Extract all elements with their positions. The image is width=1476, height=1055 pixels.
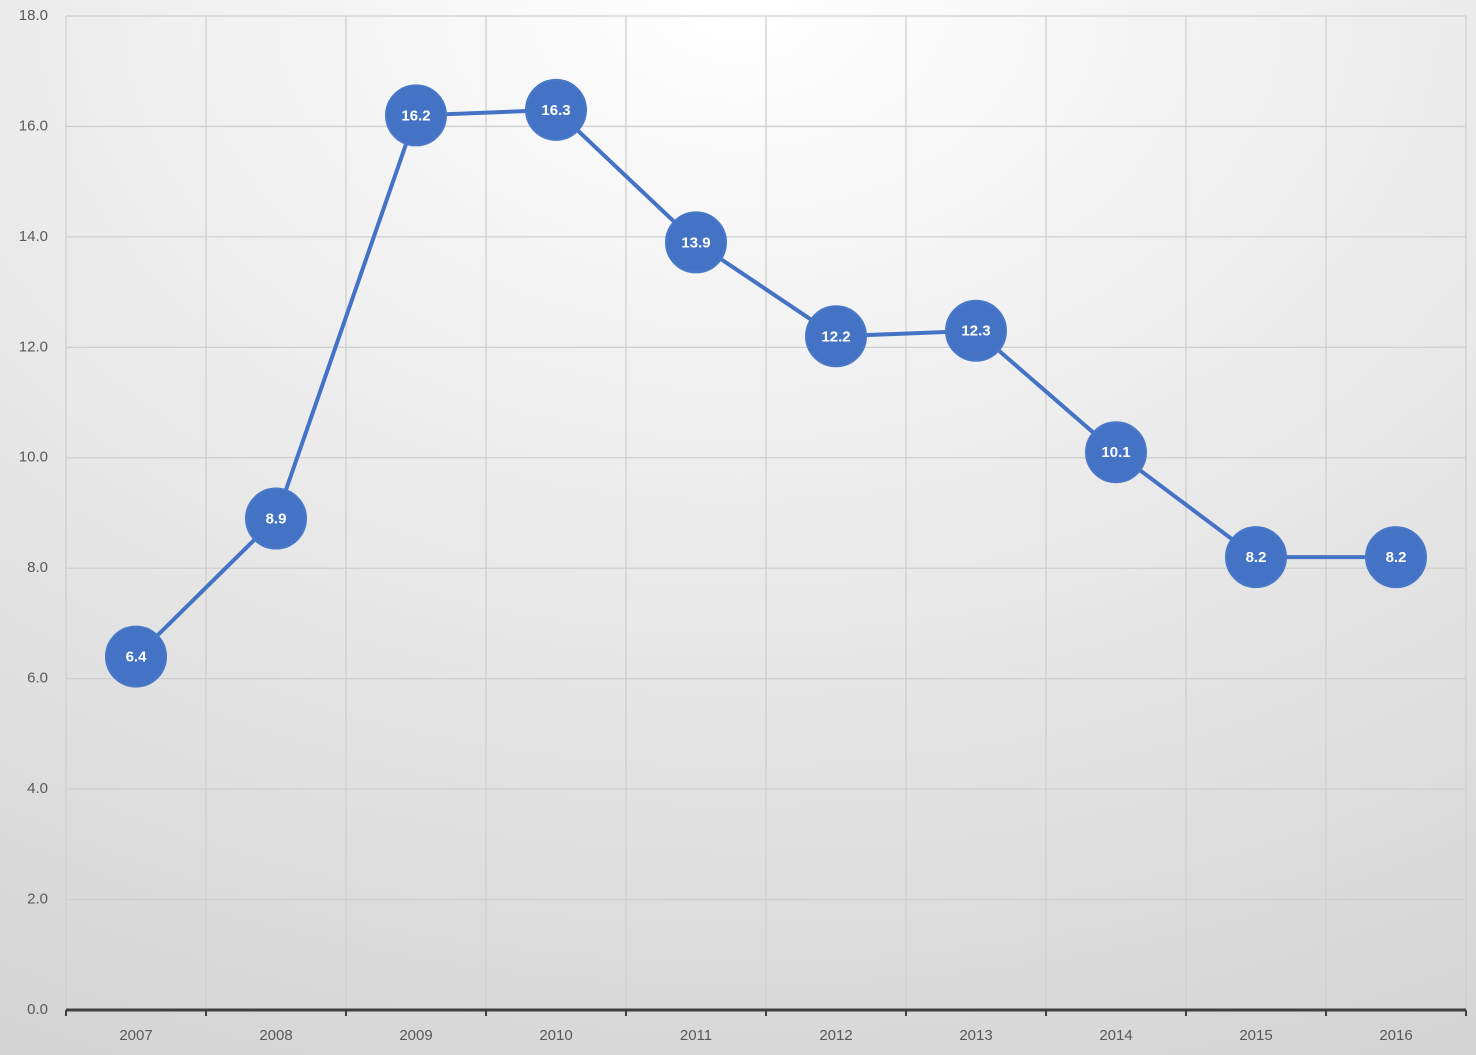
x-tick-label: 2011	[680, 1027, 712, 1044]
y-tick-label: 4.0	[27, 780, 48, 797]
data-label: 8.9	[266, 510, 287, 527]
y-tick-label: 6.0	[27, 670, 48, 687]
marker	[525, 78, 587, 141]
x-tick-label: 2010	[539, 1027, 572, 1044]
y-tick-label: 8.0	[27, 559, 48, 576]
marker	[945, 299, 1007, 362]
series-line	[134, 107, 1396, 659]
marker	[805, 305, 867, 368]
y-tick-label: 14.0	[19, 228, 48, 245]
data-label: 16.3	[541, 102, 570, 119]
x-tick-label: 2009	[399, 1027, 432, 1044]
marker	[1365, 526, 1427, 589]
data-label: 8.2	[1246, 549, 1267, 566]
data-label: 6.4	[126, 649, 148, 666]
x-tick-label: 2013	[959, 1027, 992, 1044]
data-label: 8.2	[1386, 549, 1407, 566]
marker	[1085, 421, 1147, 484]
x-tick-label: 2008	[259, 1027, 292, 1044]
y-tick-label: 2.0	[27, 891, 48, 908]
data-label: 10.1	[1101, 444, 1130, 461]
data-label: 12.2	[821, 328, 850, 345]
data-label: 13.9	[681, 234, 710, 251]
marker	[665, 211, 727, 274]
y-tick-label: 18.0	[19, 7, 48, 24]
y-tick-label: 16.0	[19, 117, 48, 134]
y-tick-label: 10.0	[19, 449, 48, 466]
x-tick-label: 2007	[119, 1027, 152, 1044]
y-tick-label: 12.0	[19, 338, 48, 355]
x-tick-label: 2012	[819, 1027, 852, 1044]
marker	[105, 625, 167, 688]
data-label: 16.2	[401, 107, 430, 124]
data-label: 12.3	[961, 323, 990, 340]
marker	[1225, 526, 1287, 589]
x-tick-label: 2016	[1379, 1027, 1412, 1044]
x-tick-label: 2014	[1099, 1027, 1132, 1044]
y-tick-label: 0.0	[27, 1001, 48, 1018]
x-tick-label: 2015	[1239, 1027, 1272, 1044]
marker	[385, 84, 447, 147]
marker	[245, 487, 307, 550]
